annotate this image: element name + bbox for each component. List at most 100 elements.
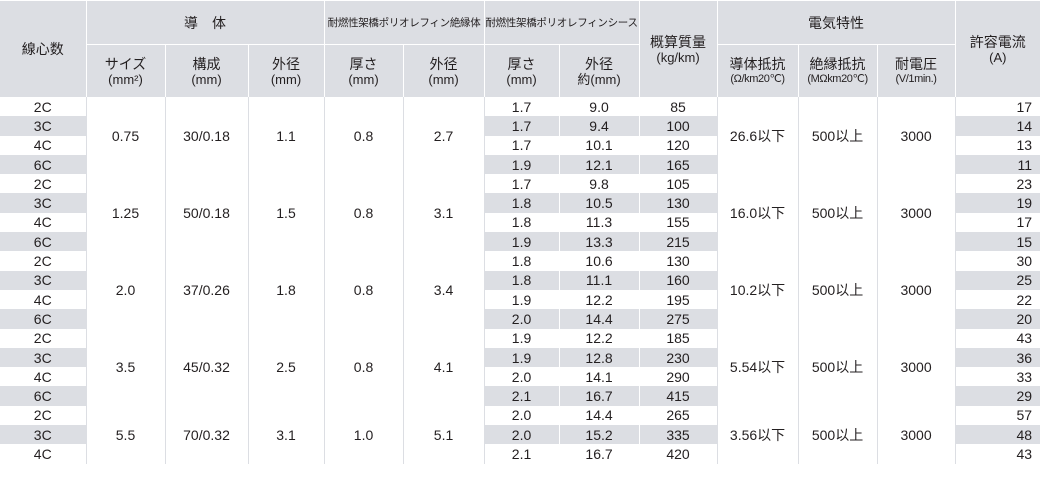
ins-res-cell: 500以上 <box>797 251 878 329</box>
mass-cell: 335 <box>638 425 718 445</box>
header-cond-res: 導体抵抗 (Ω/km20℃) <box>716 44 799 97</box>
sh-thickness-cell: 1.7 <box>483 174 560 194</box>
ins-thickness-cell: 0.8 <box>323 251 404 329</box>
header-conductor-od: 外径 (mm) <box>247 44 325 97</box>
sh-thickness-cell: 1.8 <box>483 270 560 290</box>
sh-od-cell: 15.2 <box>558 425 640 445</box>
sh-od-cell: 16.7 <box>558 444 640 464</box>
sh-thickness-cell: 2.0 <box>483 367 560 387</box>
ampacity-cell: 17 <box>954 97 1040 117</box>
header-mass-unit: (kg/km) <box>656 49 700 65</box>
cores-cell: 3C <box>0 116 86 136</box>
sh-od-cell: 9.8 <box>558 174 640 194</box>
header-sh-thickness-unit: (mm) <box>506 71 537 87</box>
ampacity-cell: 19 <box>954 193 1040 213</box>
table-row: 3C 1.7 9.4 100 14 <box>0 116 1040 136</box>
mass-cell: 275 <box>638 309 718 329</box>
cores-cell: 6C <box>0 309 86 329</box>
sh-od-cell: 12.1 <box>558 154 640 175</box>
sh-od-cell: 11.3 <box>558 212 640 233</box>
ins-res-cell: 500以上 <box>797 405 878 464</box>
table-row: 2C 5.5 70/0.32 3.1 1.0 5.1 2.0 14.4 265 3.56以下 500… <box>0 405 1040 464</box>
header-ampacity-label: 許容電流 <box>969 33 1026 50</box>
table-row: 2C 3.5 45/0.32 2.5 0.8 4.1 1.9 12.2 185 5.54以下 500… <box>0 328 1040 406</box>
header-ins-res-unit: (MΩkm20℃) <box>807 72 868 85</box>
header-size: サイズ (mm²) <box>85 44 165 97</box>
header-withstand-label: 耐電圧 <box>895 55 938 72</box>
header-cond-res-unit: (Ω/km20℃) <box>730 72 785 85</box>
sh-od-cell: 16.7 <box>558 386 640 406</box>
conductor-od-cell: 1.8 <box>247 251 325 329</box>
cores-cell: 3C <box>0 347 86 368</box>
ampacity-cell: 33 <box>954 367 1040 387</box>
header-ins-thickness-unit: (mm) <box>348 71 379 87</box>
size-cell: 3.5 <box>85 328 165 406</box>
cond-res-cell: 3.56以下 <box>716 405 799 464</box>
header-composition: 構成 (mm) <box>164 44 248 97</box>
header-sh-thickness-label: 厚さ <box>507 55 536 72</box>
header-mass: 概算質量 (kg/km) <box>638 0 718 97</box>
cond-res-cell: 26.6以下 <box>716 97 799 175</box>
mass-cell: 130 <box>638 193 718 213</box>
sh-od-cell: 12.2 <box>558 289 640 310</box>
ampacity-cell: 15 <box>954 232 1040 252</box>
size-cell: 5.5 <box>85 405 165 464</box>
table-body: 2C 0.75 30/0.18 1.1 0.8 2.7 1.7 9.0 85 26.6以下 500以… <box>0 97 1040 464</box>
conductor-od-cell: 3.1 <box>247 405 325 464</box>
sh-od-cell: 14.1 <box>558 367 640 387</box>
table-row: 2C 2.0 37/0.26 1.8 0.8 3.4 1.8 10.6 130 10.2以下 500… <box>0 251 1040 329</box>
sh-od-cell: 14.4 <box>558 405 640 426</box>
cable-spec-table: 線心数 導 体 耐燃性架橋ポリオレフィン絶縁体 耐燃性架橋ポリオレフィンシース … <box>0 0 1040 464</box>
ampacity-cell: 36 <box>954 347 1040 368</box>
sh-thickness-cell: 2.1 <box>483 386 560 406</box>
cores-cell: 3C <box>0 193 86 213</box>
mass-cell: 290 <box>638 367 718 387</box>
mass-cell: 265 <box>638 405 718 426</box>
header-ampacity-unit: (A) <box>989 49 1007 65</box>
sh-thickness-cell: 1.8 <box>483 212 560 233</box>
ins-od-cell: 5.1 <box>402 405 485 464</box>
ins-thickness-cell: 0.8 <box>323 97 404 175</box>
table-row: 3C 1.8 10.5 130 19 <box>0 193 1040 213</box>
sh-od-cell: 9.4 <box>558 116 640 136</box>
table-row: 3C 1.9 12.8 230 36 <box>0 347 1040 368</box>
sh-od-cell: 14.4 <box>558 309 640 329</box>
cores-cell: 3C <box>0 425 86 445</box>
header-ins-od-unit: (mm) <box>428 71 459 87</box>
mass-cell: 420 <box>638 444 718 464</box>
sh-od-cell: 10.1 <box>558 135 640 155</box>
ins-od-cell: 4.1 <box>402 328 485 406</box>
header-ins-thickness-label: 厚さ <box>349 55 378 72</box>
composition-cell: 70/0.32 <box>164 405 248 464</box>
mass-cell: 120 <box>638 135 718 155</box>
composition-cell: 50/0.18 <box>164 174 248 252</box>
ampacity-cell: 43 <box>954 444 1040 464</box>
ampacity-cell: 17 <box>954 212 1040 233</box>
sh-thickness-cell: 1.8 <box>483 193 560 213</box>
header-ins-thickness: 厚さ (mm) <box>323 44 404 97</box>
sh-od-cell: 11.1 <box>558 270 640 290</box>
ins-thickness-cell: 0.8 <box>323 174 404 252</box>
ampacity-cell: 48 <box>954 425 1040 445</box>
withstand-cell: 3000 <box>876 97 956 175</box>
ampacity-cell: 30 <box>954 251 1040 271</box>
size-cell: 0.75 <box>85 97 165 175</box>
header-ampacity: 許容電流 (A) <box>954 0 1040 97</box>
table-row: 3C 1.8 11.1 160 25 <box>0 270 1040 290</box>
header-size-unit: (mm²) <box>108 71 143 87</box>
header-sheath: 耐燃性架橋ポリオレフィンシース <box>483 0 640 45</box>
header-cores: 線心数 <box>0 0 86 97</box>
ampacity-cell: 29 <box>954 386 1040 406</box>
table-row: 4C 2.0 14.1 290 33 <box>0 367 1040 387</box>
mass-cell: 105 <box>638 174 718 194</box>
cores-cell: 2C <box>0 97 86 117</box>
ampacity-cell: 14 <box>954 116 1040 136</box>
table-row: 3C 2.0 15.2 335 48 <box>0 425 1040 445</box>
sh-thickness-cell: 1.7 <box>483 135 560 155</box>
header-cond-res-label: 導体抵抗 <box>729 55 786 72</box>
cores-cell: 4C <box>0 135 86 155</box>
header-sh-od: 外径 約(mm) <box>558 44 640 97</box>
ampacity-cell: 57 <box>954 405 1040 426</box>
cores-cell: 6C <box>0 154 86 175</box>
cores-cell: 2C <box>0 174 86 194</box>
